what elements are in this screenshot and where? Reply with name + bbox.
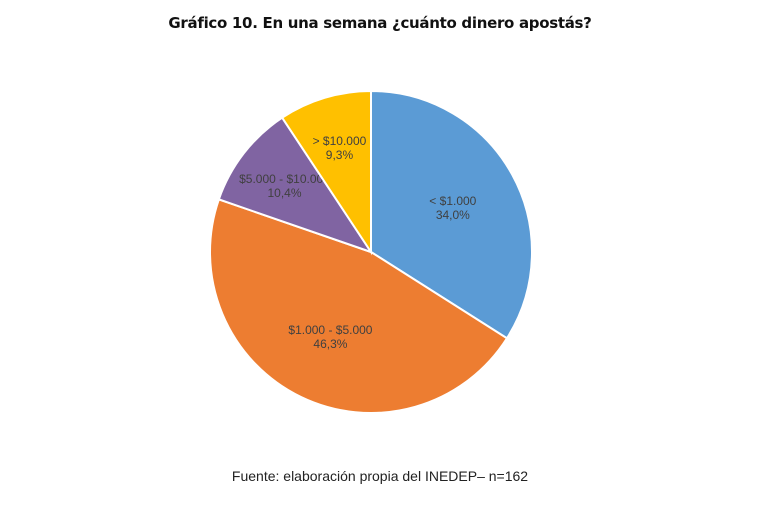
slice-value-label: 9,3% (326, 148, 354, 162)
pie-slice (209, 198, 509, 414)
slice-value-label: 34,0% (436, 208, 470, 222)
pie-slice (217, 116, 374, 254)
chart-title: Gráfico 10. En una semana ¿cuánto dinero… (168, 14, 592, 32)
slice-label: < $1.000 (429, 194, 476, 208)
chart-source: Fuente: elaboración propia del INEDEP– n… (231, 468, 529, 484)
pie-slice (280, 89, 372, 256)
slice-label: > $10.000 (313, 134, 367, 148)
slice-value-label: 10,4% (267, 186, 301, 200)
slice-label: $5.000 - $10.000 (239, 172, 330, 186)
slice-value-label: 46,3% (313, 337, 347, 351)
slice-label: $1.000 - $5.000 (288, 323, 372, 337)
